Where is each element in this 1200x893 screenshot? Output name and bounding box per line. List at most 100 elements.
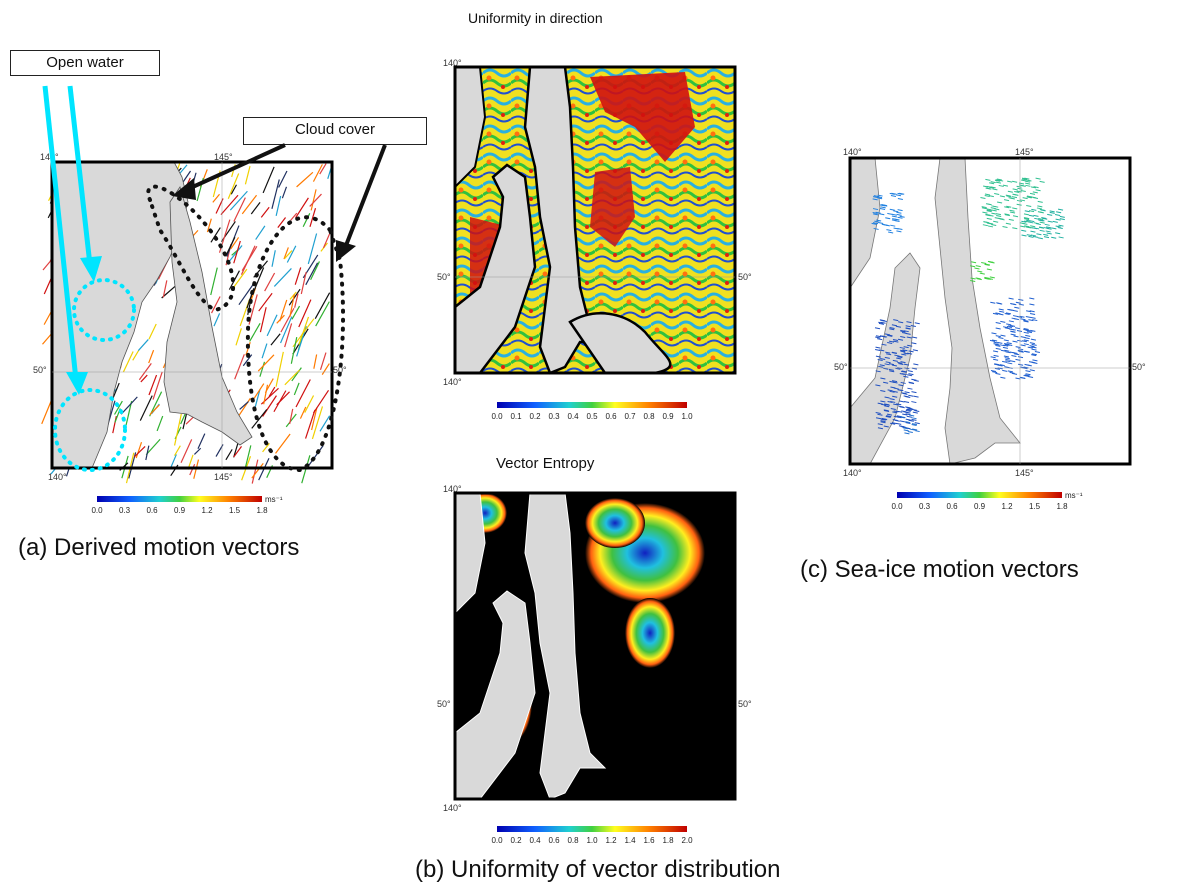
- colorbar-b1: 0.0 0.1 0.2 0.3 0.4 0.5 0.6 0.7 0.8 0.9 1.0: [491, 402, 693, 421]
- sea-ice-vector: [1012, 193, 1018, 196]
- sea-ice-vector: [875, 349, 881, 352]
- motion-vector: [312, 390, 330, 414]
- sea-ice-vector: [908, 373, 914, 376]
- sea-ice-vector: [892, 339, 899, 342]
- sea-ice-vector: [906, 336, 912, 339]
- entropy-blob-2: [625, 598, 675, 668]
- sea-ice-vector: [889, 208, 895, 211]
- sea-ice-vector: [997, 201, 1003, 204]
- sea-ice-vector: [1016, 330, 1023, 332]
- sea-ice-vector: [903, 401, 910, 404]
- sea-ice-vector: [1010, 330, 1016, 333]
- motion-vector: [277, 217, 287, 228]
- sea-ice-vector: [989, 276, 995, 279]
- sea-ice-vector: [911, 417, 917, 420]
- sea-ice-vector: [986, 208, 992, 211]
- sea-ice-vector: [880, 421, 886, 424]
- sea-ice-vector: [1014, 353, 1020, 356]
- motion-vector: [251, 409, 268, 429]
- motion-vector: [312, 164, 323, 182]
- sea-ice-vector: [1059, 215, 1065, 218]
- sea-ice-vector: [975, 277, 981, 280]
- sea-ice-vector: [1038, 211, 1044, 214]
- sea-ice-vector: [1025, 334, 1031, 337]
- sea-ice-vector: [900, 416, 906, 419]
- sea-ice-vector: [970, 277, 976, 280]
- sea-ice-vector: [1000, 334, 1006, 337]
- sea-ice-vector: [911, 378, 917, 381]
- motion-vector: [193, 447, 202, 455]
- sea-ice-vector: [1046, 226, 1052, 229]
- colorbar-b2-tick: 1.2: [605, 836, 617, 845]
- sea-ice-vector: [887, 341, 893, 344]
- motion-vector: [278, 170, 288, 188]
- sea-ice-vector: [1003, 199, 1010, 202]
- sea-ice-vector: [905, 422, 911, 425]
- sea-ice-vector: [988, 195, 994, 198]
- sea-ice-vector: [1025, 184, 1031, 187]
- motion-vector: [240, 245, 256, 275]
- map-a-lon-tick-bottom-left: 140°: [48, 472, 67, 482]
- cloud-cover-arrow-left-head: [172, 178, 196, 200]
- sea-ice-vector: [899, 420, 905, 423]
- sea-ice-vector: [1021, 220, 1027, 223]
- sea-ice-vector: [1055, 232, 1061, 235]
- sea-ice-vector: [1002, 184, 1009, 187]
- sea-ice-vector: [1028, 214, 1035, 217]
- sea-ice-vector: [877, 423, 883, 426]
- sea-ice-vector: [883, 381, 889, 384]
- map-b-uniformity-direction: [453, 65, 737, 375]
- sea-ice-vector: [1025, 182, 1031, 185]
- sea-ice-vector: [891, 215, 897, 218]
- sea-ice-vector: [1014, 306, 1020, 309]
- sea-ice-vector: [1035, 189, 1041, 192]
- sea-ice-vector: [880, 390, 886, 393]
- motion-vector: [290, 212, 298, 221]
- sea-ice-vector: [1016, 185, 1022, 188]
- sea-ice-vector: [1004, 349, 1010, 352]
- motion-vector: [310, 261, 320, 280]
- motion-vector: [148, 374, 158, 396]
- motion-vector: [227, 173, 240, 199]
- sea-ice-vector: [1051, 236, 1057, 239]
- sea-ice-vector: [1027, 346, 1033, 349]
- sea-ice-vector: [872, 196, 879, 199]
- sea-ice-vector: [1017, 356, 1024, 359]
- motion-vector: [280, 307, 295, 333]
- map-b1-bay-land: [568, 312, 672, 375]
- open-water-outline-bottom: [53, 388, 127, 472]
- sea-ice-vector: [1037, 237, 1043, 240]
- colorbar-b2-tick: 0.4: [529, 836, 541, 845]
- sea-ice-vector: [911, 367, 918, 370]
- sea-ice-vector: [1039, 219, 1045, 222]
- motion-vector: [314, 292, 331, 319]
- sea-ice-vector: [884, 356, 890, 359]
- sea-ice-vector: [994, 367, 1001, 370]
- sea-ice-vector: [991, 223, 997, 226]
- sea-ice-vector: [1022, 222, 1028, 225]
- sea-ice-vector: [1018, 303, 1024, 306]
- sea-ice-vector: [1002, 360, 1008, 363]
- sea-ice-vector: [900, 329, 906, 332]
- sea-ice-vector: [905, 327, 911, 330]
- sea-ice-vector: [891, 351, 897, 354]
- motion-vector: [300, 272, 307, 295]
- sea-ice-vector: [896, 422, 902, 425]
- sea-ice-vector: [995, 344, 1001, 347]
- sea-ice-vector: [1033, 214, 1039, 217]
- sea-ice-vector: [896, 211, 902, 214]
- motion-vector: [289, 294, 295, 317]
- sea-ice-vector: [905, 409, 911, 412]
- sea-ice-vector: [1004, 213, 1010, 216]
- motion-vector: [254, 389, 261, 407]
- sea-ice-vector: [989, 182, 995, 185]
- sea-ice-vector: [1003, 355, 1009, 358]
- motion-vector: [244, 445, 252, 470]
- map-c-lon-tick-bottom-right: 145°: [1015, 468, 1034, 478]
- sea-ice-vector: [907, 370, 913, 373]
- sea-ice-vector: [1029, 312, 1036, 315]
- sea-ice-vector: [910, 325, 916, 328]
- sea-ice-vector: [1026, 364, 1032, 367]
- sea-ice-vector: [875, 336, 881, 339]
- sea-ice-vector: [984, 263, 990, 266]
